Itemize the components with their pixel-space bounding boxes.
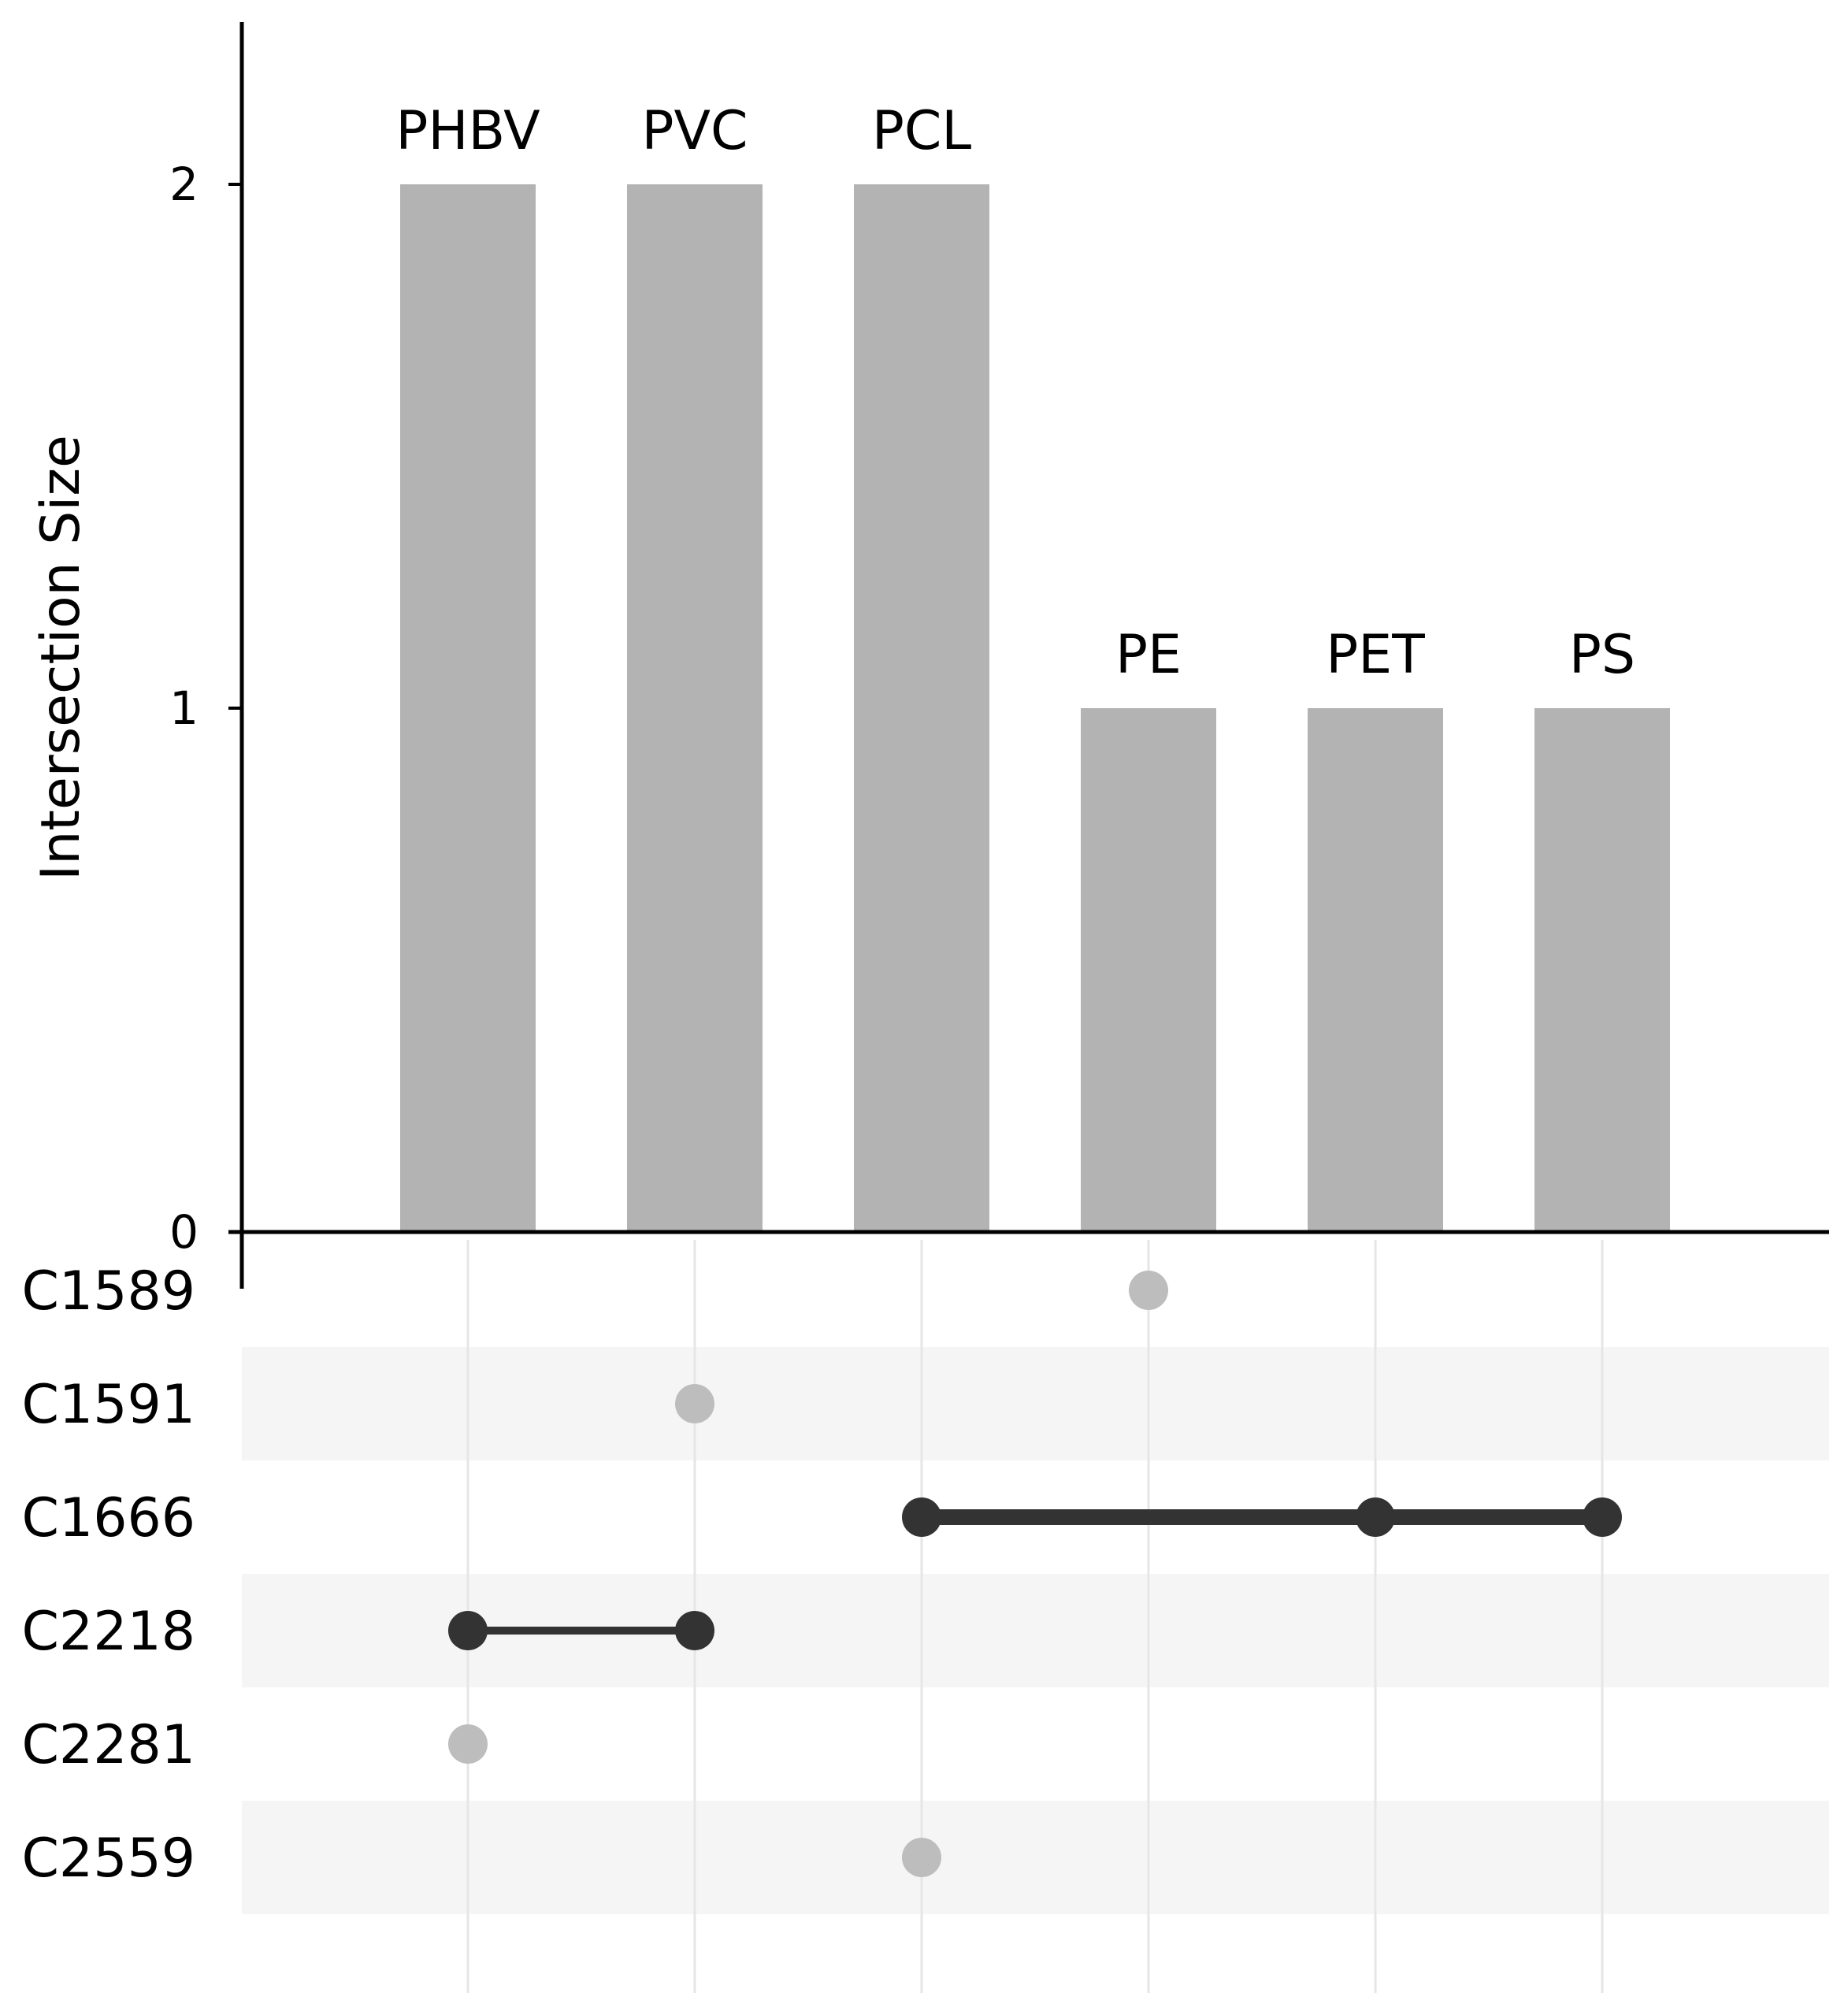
dot-pvc-c1591 [675, 1384, 714, 1423]
y-tick-label-0: 0 [169, 1205, 199, 1259]
dot-pe-c1589 [1129, 1271, 1168, 1310]
bar-label-pe: PE [1115, 624, 1182, 686]
set-labels-group: C1589 C1591 C1666 C2218 C2281 C2559 [21, 1260, 195, 1890]
set-label-c1591: C1591 [21, 1374, 195, 1436]
dot-ps-c1666 [1583, 1497, 1622, 1537]
bar-pet [1308, 708, 1443, 1232]
matrix-dots-group [448, 1271, 1622, 1877]
dot-pcl-c1666 [902, 1497, 941, 1537]
bar-label-pet: PET [1326, 624, 1425, 686]
bars-group [400, 184, 1670, 1232]
matrix-column-guides [466, 1240, 1604, 1993]
set-label-c2281: C2281 [21, 1714, 195, 1776]
bar-label-phbv: PHBV [395, 100, 540, 162]
dot-phbv-c2281 [448, 1724, 488, 1764]
dot-pcl-c2559 [902, 1838, 941, 1877]
matrix-row-shading [242, 1347, 1829, 1914]
bar-label-ps: PS [1569, 624, 1635, 686]
dot-pet-c1666 [1356, 1497, 1395, 1537]
y-tick-label-1: 1 [169, 681, 199, 735]
axes-group [228, 22, 1829, 1289]
bar-pcl [854, 184, 989, 1232]
set-label-c2559: C2559 [21, 1828, 195, 1890]
set-label-c2218: C2218 [21, 1601, 195, 1663]
set-label-c1666: C1666 [21, 1487, 195, 1549]
bar-labels-group: PHBV PVC PCL PE PET PS [395, 100, 1635, 686]
row-shade-c1591 [242, 1347, 1829, 1460]
y-tick-label-2: 2 [169, 158, 199, 211]
y-axis-label: Intersection Size [30, 435, 92, 881]
y-ticks-group: 0 1 2 [169, 158, 242, 1259]
bar-phbv [400, 184, 536, 1232]
set-label-c1589: C1589 [21, 1260, 195, 1323]
dot-phbv-c2218 [448, 1611, 488, 1650]
bar-label-pcl: PCL [872, 100, 971, 162]
dot-pvc-c2218 [675, 1611, 714, 1650]
matrix-links-group [464, 1509, 1610, 1635]
bar-pe [1081, 708, 1216, 1232]
row-shade-c2559 [242, 1801, 1829, 1914]
bar-label-pvc: PVC [641, 100, 748, 162]
bar-ps [1534, 708, 1670, 1232]
bar-pvc [627, 184, 763, 1232]
